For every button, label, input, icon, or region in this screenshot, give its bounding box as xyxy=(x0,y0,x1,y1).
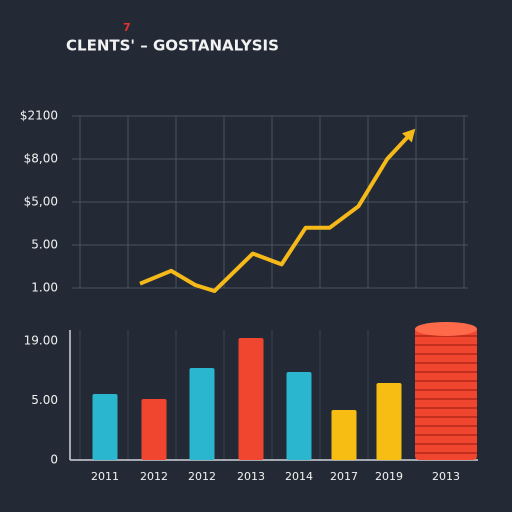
y-tick-label: $5,00 xyxy=(24,195,58,209)
bar xyxy=(415,326,477,460)
x-tick-label: 2019 xyxy=(375,470,403,483)
bar xyxy=(92,394,118,460)
y-tick-label: 1.00 xyxy=(31,281,58,295)
bar xyxy=(331,410,357,460)
title-mark: 7 xyxy=(123,21,131,34)
y-tick-label: 0 xyxy=(50,453,58,467)
x-tick-label: 2013 xyxy=(237,470,265,483)
bar xyxy=(189,368,215,460)
x-tick-label: 2014 xyxy=(285,470,313,483)
x-tick-label: 2012 xyxy=(140,470,168,483)
x-tick-label: 2012 xyxy=(188,470,216,483)
coin-top xyxy=(415,322,477,336)
x-tick-label: 2011 xyxy=(91,470,119,483)
bar xyxy=(238,338,264,460)
y-tick-label: $2100 xyxy=(20,109,58,123)
line-series xyxy=(139,131,413,294)
bar xyxy=(286,372,312,460)
chart-title: CLENTS' – GOSTANALYSIS xyxy=(66,37,279,55)
x-tick-label: 2013 xyxy=(432,470,460,483)
x-tick-label: 2017 xyxy=(330,470,358,483)
arrow-head xyxy=(402,128,416,143)
y-tick-label: 19.00 xyxy=(24,334,58,348)
y-tick-label: 5.00 xyxy=(31,238,58,252)
y-tick-label: 5.00 xyxy=(31,393,58,407)
bar xyxy=(141,399,167,460)
y-tick-label: $8,00 xyxy=(24,152,58,166)
bar xyxy=(376,383,402,460)
